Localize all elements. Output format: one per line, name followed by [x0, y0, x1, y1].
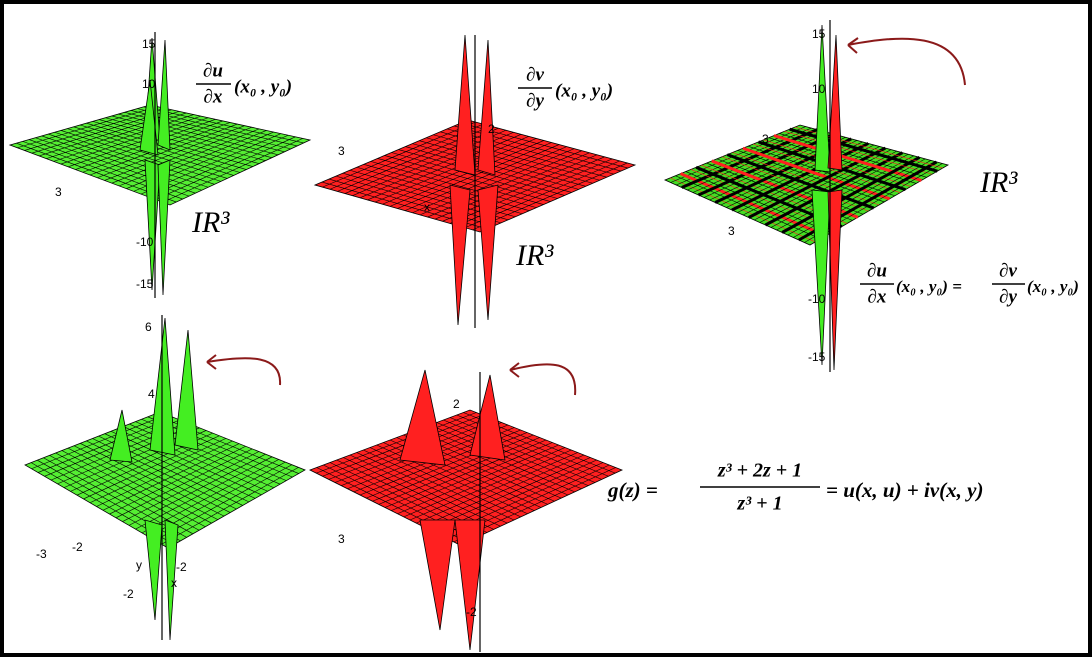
tick-label: 6 [145, 320, 152, 334]
tick-label: -2 [176, 560, 187, 574]
tick-label: x [171, 576, 177, 590]
arguments: (x₀ , y₀) [234, 76, 292, 97]
tick-label: 10 [812, 82, 826, 96]
tick-label: 10 [142, 77, 156, 91]
denominator: ∂x [204, 86, 223, 107]
arguments: (x₀ , y₀) = [896, 277, 962, 296]
tick-label: -2 [72, 540, 83, 554]
tick-label: 15 [812, 27, 826, 41]
space-label: IR³ [979, 166, 1018, 199]
tick-label: 15 [142, 37, 156, 51]
tick-label: 3 [338, 532, 345, 546]
tick-label: 3 [55, 185, 62, 199]
tick-label: 2 [488, 122, 495, 136]
numerator: z³ + 2z + 1 [717, 460, 802, 482]
tick-label: 2 [453, 397, 460, 411]
numerator: ∂u [203, 60, 223, 81]
denominator: ∂x [868, 286, 887, 307]
denominator: ∂y [526, 90, 544, 111]
denominator: z³ + 1 [736, 493, 782, 515]
denominator: ∂y [999, 286, 1017, 307]
tick-label: y [136, 558, 142, 572]
slide: 15 10 3 -10 -15 3 2 x 15 10 3 3 -10 -15 … [0, 0, 1092, 657]
equation-lhs: g(z) = [607, 478, 658, 502]
tick-label: -15 [808, 350, 826, 364]
tick-label: -15 [136, 277, 154, 291]
tick-label: -3 [36, 547, 47, 561]
tick-label: -10 [808, 292, 826, 306]
numerator: ∂v [999, 260, 1017, 281]
numerator: ∂u [867, 260, 887, 281]
tick-label: x [424, 200, 430, 214]
space-label: IR³ [191, 206, 230, 239]
tick-label: 3 [728, 224, 735, 238]
numerator: ∂v [526, 64, 544, 85]
arguments: (x₀ , y₀) [1027, 277, 1079, 296]
space-label: IR³ [515, 239, 554, 272]
tick-label: -2 [123, 587, 134, 601]
tick-label: 4 [148, 387, 155, 401]
tick-label: -2 [466, 605, 477, 619]
tick-label: 3 [338, 144, 345, 158]
arguments: (x₀ , y₀) [555, 80, 613, 101]
equation-rhs: = u(x, u) + iv(x, y) [826, 478, 984, 502]
tick-label: 3 [762, 132, 769, 146]
tick-label: -10 [136, 235, 154, 249]
